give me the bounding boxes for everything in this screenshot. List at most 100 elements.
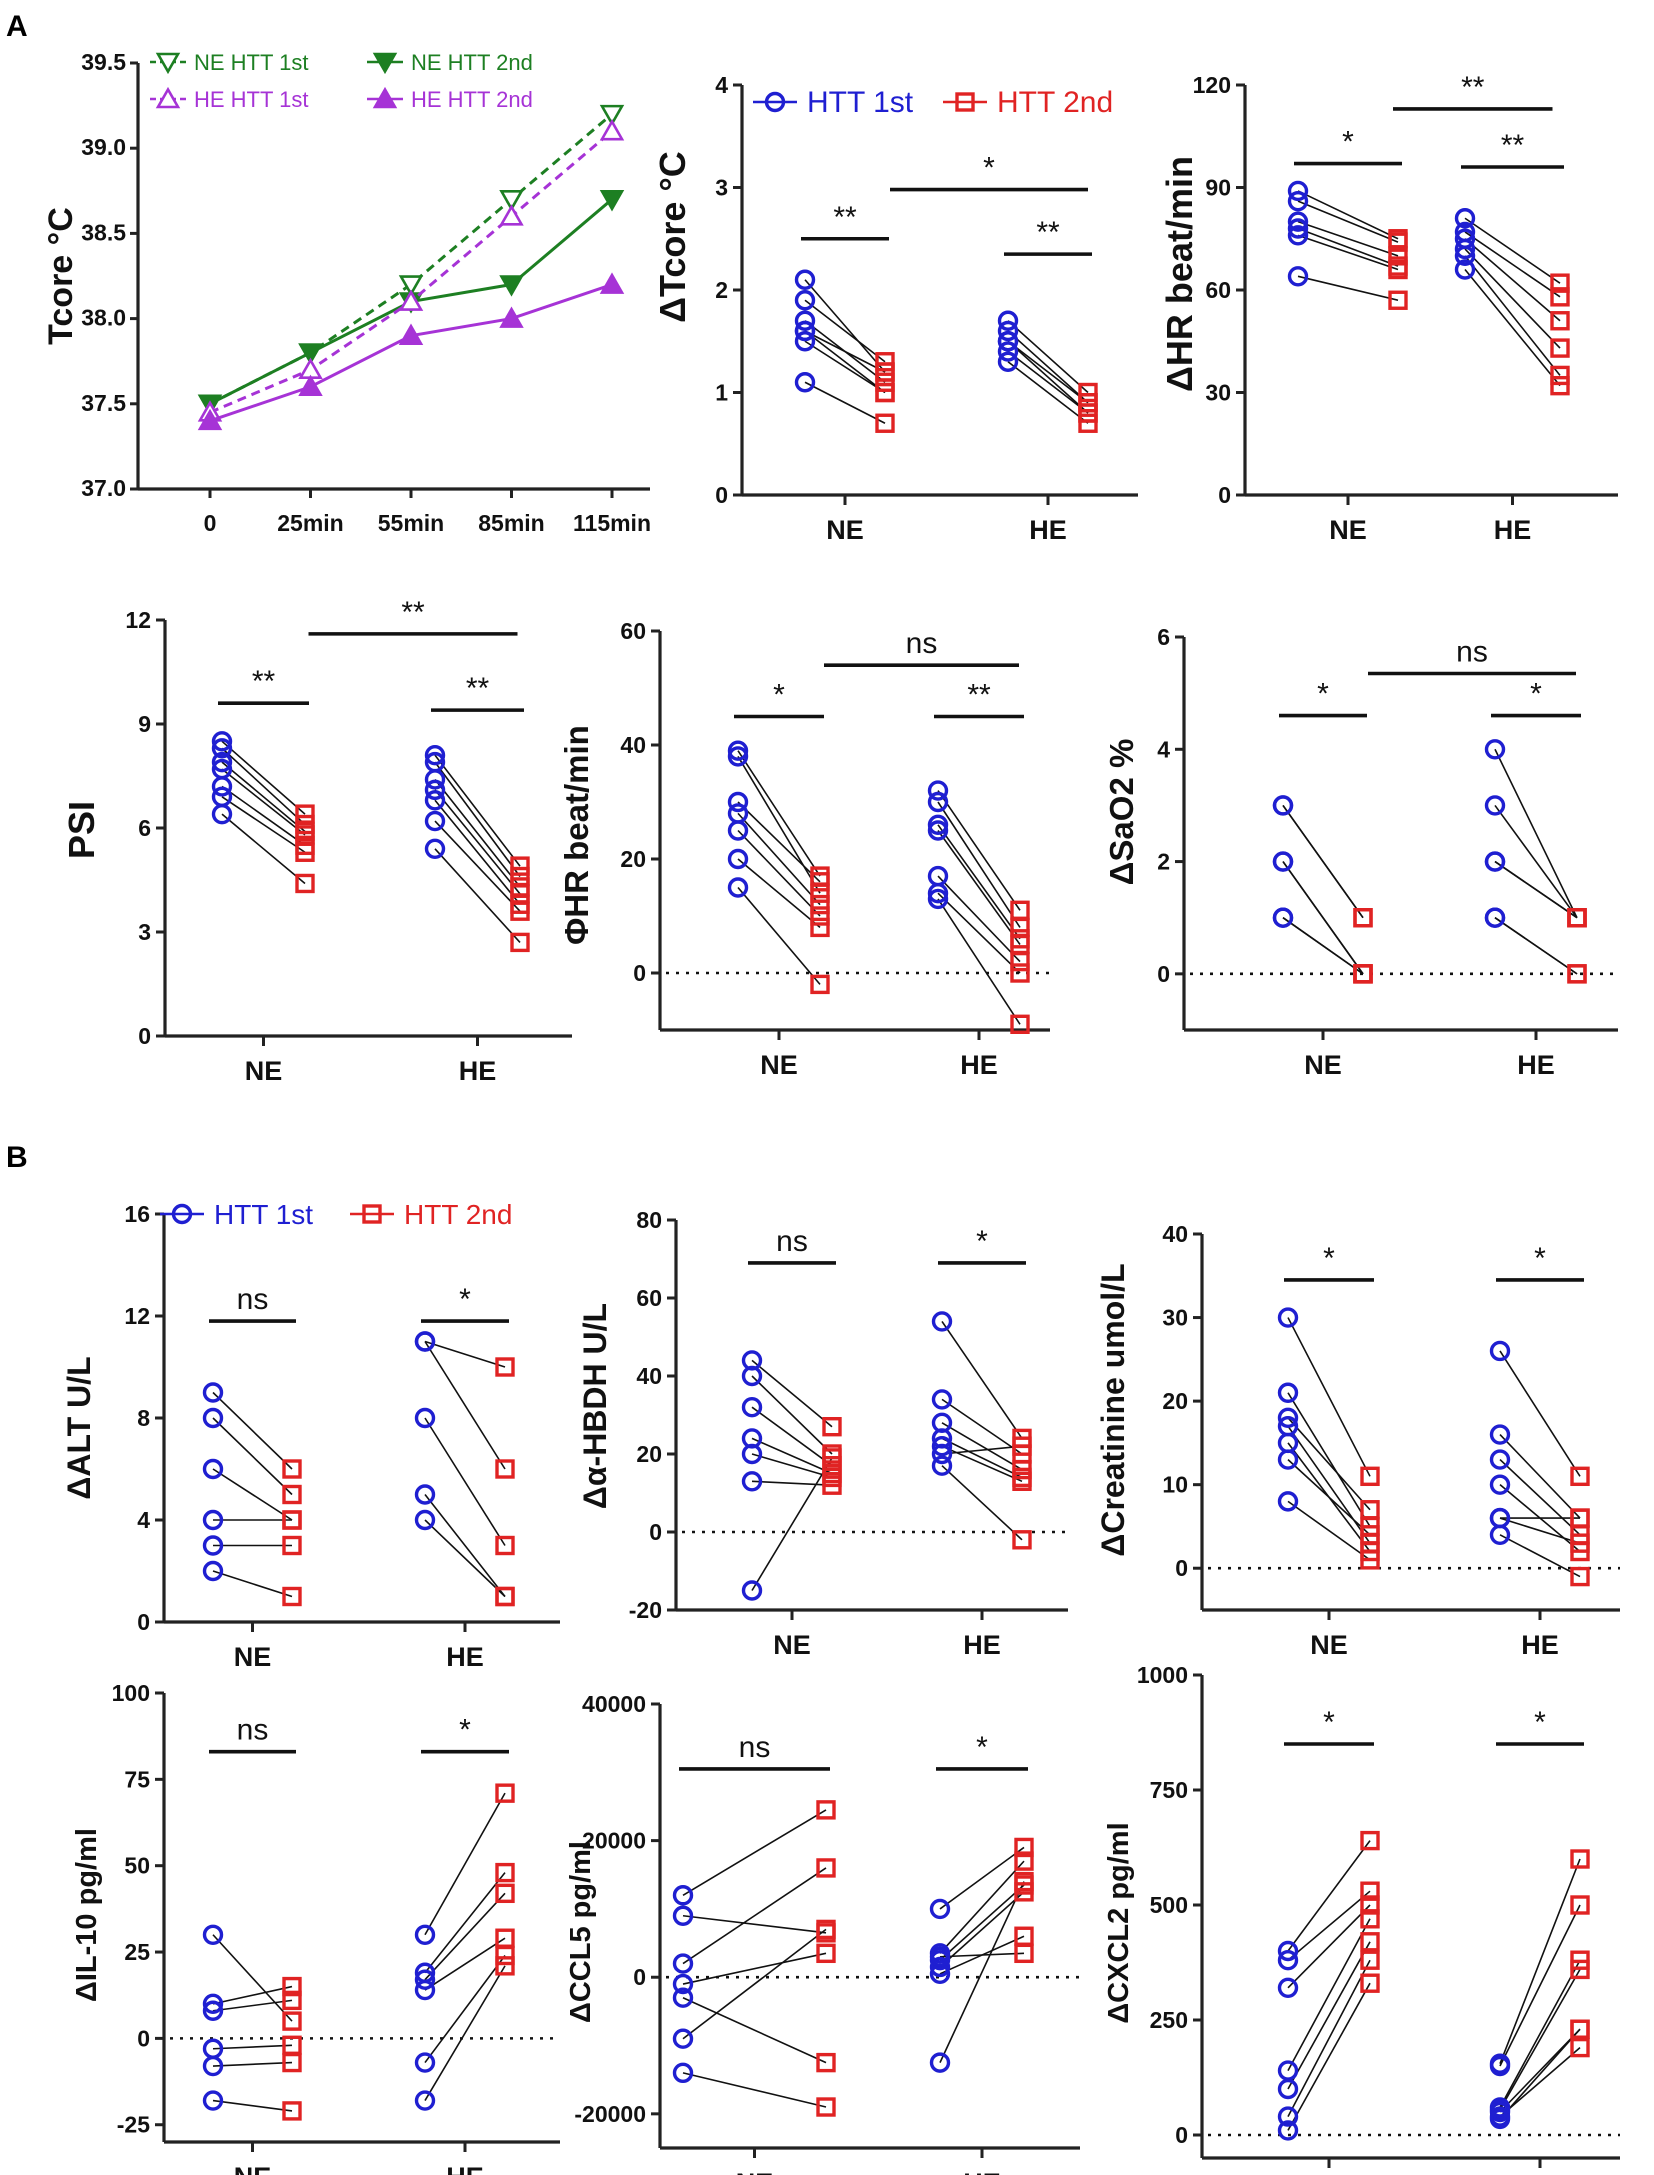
y-axis-label: Δα-HBDH U/L [577, 1303, 613, 1509]
significance-label: * [1323, 1706, 1335, 1739]
point-htt-2nd [282, 1510, 302, 1530]
legend-marker [155, 86, 181, 109]
paired-line [424, 1965, 506, 2101]
y-tick-label: 10 [1162, 1472, 1188, 1498]
point-htt-1st [672, 1987, 694, 2008]
paired-line [1297, 227, 1399, 267]
significance-label: ** [1036, 216, 1060, 249]
y-tick-label: 2 [715, 277, 728, 303]
point-htt-1st [1454, 208, 1476, 229]
paired-line [941, 1422, 1023, 1471]
point-htt-1st [727, 791, 749, 813]
point-htt-2nd [1550, 375, 1570, 396]
y-tick-label: 12 [125, 607, 151, 633]
significance-label: * [1323, 1242, 1335, 1275]
y-axis-label: ΔIL-10 pg/ml [71, 1828, 103, 2002]
paired-line [1494, 804, 1578, 919]
y-tick-label: 1000 [1137, 1662, 1188, 1688]
point-htt-1st [202, 1924, 224, 1945]
point-htt-1st [1277, 1449, 1299, 1470]
point-htt-1st [741, 1396, 763, 1418]
x-category-label: HE [960, 1050, 998, 1080]
y-axis-label: Tcore °C [42, 207, 80, 345]
legend-label-2nd: HTT 2nd [404, 1199, 512, 1230]
paired-line [212, 1985, 293, 2005]
paired-line [1297, 220, 1399, 257]
point-htt-2nd [875, 413, 895, 433]
point-htt-2nd [495, 1357, 515, 1377]
point-htt-2nd [1550, 273, 1570, 293]
paired-line [751, 1437, 833, 1475]
significance-label: * [1534, 1242, 1546, 1275]
point-htt-1st [1272, 907, 1294, 928]
point-htt-2nd [495, 1459, 515, 1479]
legend-label-2nd: HTT 2nd [997, 86, 1113, 119]
y-axis-label: ΔTcore °C [652, 151, 693, 323]
point-htt-2nd [495, 1883, 515, 1904]
point-htt-1st [424, 745, 446, 766]
paired-line [1499, 1459, 1581, 1536]
point-htt-2nd [1353, 964, 1373, 984]
point-htt-1st [672, 1905, 694, 1926]
point-htt-2nd [1014, 1943, 1034, 1964]
point-htt-1st [997, 331, 1019, 352]
paired-line [939, 1952, 1025, 1958]
legend-marker-2nd [955, 92, 975, 112]
paired-line [937, 801, 1021, 928]
y-tick-label: 20 [620, 846, 646, 872]
series-point [599, 272, 625, 294]
point-htt-2nd [875, 362, 895, 382]
point-htt-1st [672, 2028, 694, 2049]
point-htt-1st [414, 1924, 436, 1945]
paired-line [424, 1937, 506, 1991]
point-htt-2nd [1570, 1959, 1590, 1980]
paired-line [682, 1928, 827, 2040]
paired-line [941, 1437, 1023, 1479]
paired-line [737, 801, 821, 883]
point-htt-2nd [816, 2052, 836, 2073]
point-htt-2nd [1360, 1830, 1380, 1851]
point-htt-2nd [1014, 1837, 1034, 1858]
point-htt-1st [727, 820, 749, 841]
paired-line [1287, 1890, 1371, 1961]
point-htt-1st [1277, 1977, 1299, 1999]
paired-line [737, 829, 821, 917]
y-tick-label: 90 [1205, 175, 1231, 201]
point-htt-1st [794, 269, 816, 290]
paired-line [1007, 340, 1089, 404]
significance-label: * [459, 1283, 471, 1316]
legend-marker [155, 52, 181, 75]
y-tick-label: 0 [137, 1609, 150, 1635]
y-tick-label: 6 [1157, 624, 1170, 650]
paired-line [751, 1359, 833, 1428]
paired-line [941, 1445, 1023, 1455]
point-htt-1st [211, 731, 233, 752]
paired-line [1297, 190, 1399, 240]
point-htt-1st [672, 1885, 694, 1906]
significance-label: ** [466, 672, 490, 705]
paired-line [1287, 1459, 1371, 1536]
point-htt-1st [727, 848, 749, 870]
point-htt-1st [927, 814, 949, 835]
point-htt-1st [1277, 1949, 1299, 1971]
paired-line [937, 824, 1021, 940]
paired-line [212, 1934, 293, 2022]
point-htt-2nd [810, 872, 830, 892]
series-point [298, 343, 323, 365]
paired-line [221, 761, 306, 833]
legend-label-1st: HTT 1st [214, 1199, 313, 1230]
y-tick-label: -25 [117, 2112, 150, 2138]
point-htt-2nd [1360, 1550, 1380, 1570]
point-htt-2nd [510, 901, 530, 921]
paired-line [434, 848, 521, 943]
y-axis-label: ΔCXCL2 pg/ml [1103, 1822, 1135, 2023]
point-htt-1st [1287, 211, 1309, 232]
point-htt-2nd [1570, 2037, 1590, 2058]
paired-line [1499, 1904, 1581, 2067]
paired-line [1464, 217, 1561, 284]
y-tick-label: 0 [1175, 1555, 1188, 1581]
point-htt-2nd [1360, 1466, 1380, 1487]
paired-line [1464, 231, 1561, 298]
paired-line [221, 785, 306, 846]
